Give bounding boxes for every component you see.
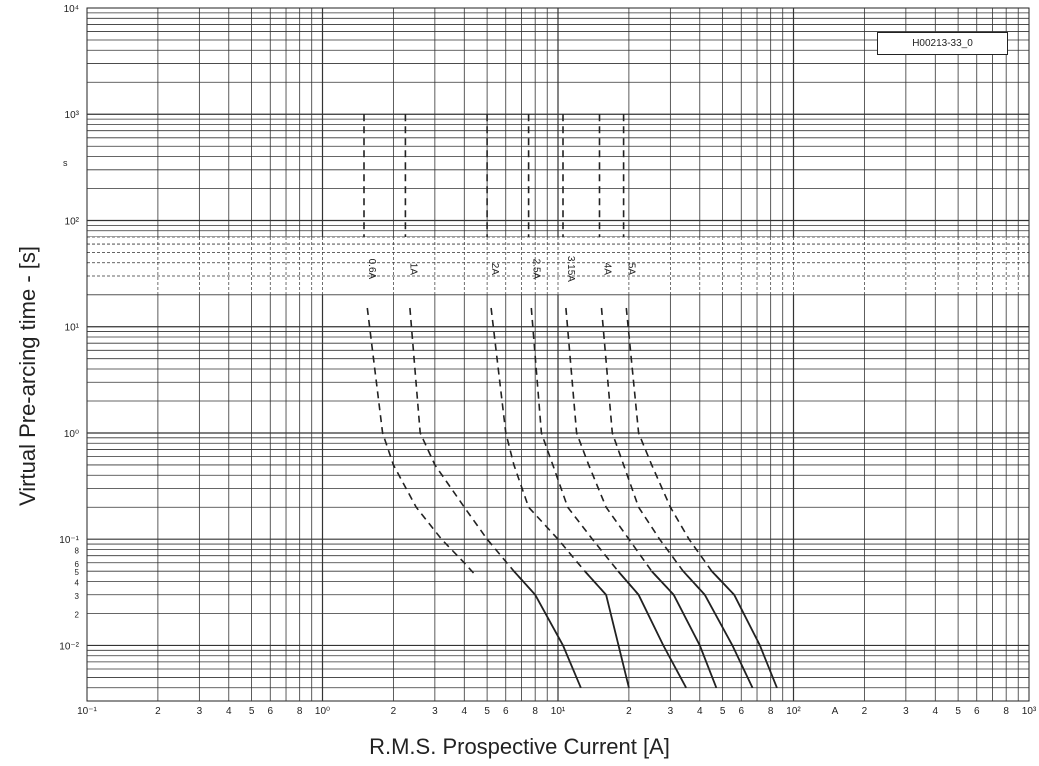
x-tick-label: 10² [786, 706, 801, 717]
x-tick-label: 10⁻¹ [77, 706, 97, 717]
x-tick-label: 6 [738, 706, 744, 717]
x-tick-label: 8 [768, 706, 774, 717]
y-tick-label: 10⁰ [64, 429, 79, 440]
x-tick-label: 2 [391, 706, 397, 717]
x-tick-label: 5 [484, 706, 490, 717]
series-line-0.6A-dashed [366, 307, 477, 577]
series-label: 3.15A [565, 256, 576, 282]
series-line-1A-solid [513, 570, 582, 689]
x-tick-label: 8 [1003, 706, 1009, 717]
x-tick-label: 3 [197, 706, 203, 717]
y-unit-label: s [63, 158, 68, 168]
series-label: 4A [601, 263, 612, 276]
x-tick-label: A [832, 706, 839, 717]
x-tick-label: 5 [249, 706, 255, 717]
series-line-3.15A-solid [651, 570, 718, 689]
y-tick-label: 10³ [65, 110, 80, 121]
x-tick-label: 4 [697, 706, 703, 717]
x-tick-label: 3 [668, 706, 674, 717]
y-tick-label: 10⁻² [59, 641, 79, 652]
y-axis-title: Virtual Pre-arcing time - [s] [15, 245, 40, 507]
series-label: 0.6A [366, 259, 377, 280]
x-tick-label: 6 [267, 706, 273, 717]
series-label: 2.5A [531, 259, 542, 280]
y-tick-label: 5 [75, 568, 80, 577]
series-line-2A-solid [584, 570, 630, 688]
x-tick-label: 6 [974, 706, 980, 717]
y-tick-label: 6 [75, 560, 80, 569]
y-tick-label: 3 [75, 592, 80, 601]
series-label: 5A [626, 263, 637, 276]
y-tick-label: 8 [75, 547, 80, 556]
x-axis-title: R.M.S. Prospective Current [A] [369, 734, 670, 759]
x-tick-label: 5 [955, 706, 961, 717]
label-band [88, 236, 1028, 295]
x-tick-label: 4 [226, 706, 232, 717]
y-tick-label: 2 [75, 610, 80, 619]
y-tick-label: 10⁻¹ [59, 535, 79, 546]
x-tick-label: 6 [503, 706, 509, 717]
x-tick-label: 8 [532, 706, 538, 717]
y-tick-label: 10¹ [65, 323, 80, 334]
x-tick-label: 10¹ [551, 706, 566, 717]
series-line-5A-solid [711, 570, 778, 689]
series-line-3.15A-dashed [565, 307, 675, 596]
x-tick-label: 8 [297, 706, 303, 717]
y-tick-label: 10² [65, 216, 80, 227]
reference-code-label: H00213-33_0 [877, 32, 1008, 55]
x-tick-label: 10³ [1022, 706, 1037, 717]
x-tick-label: 4 [462, 706, 468, 717]
x-tick-label: 2 [626, 706, 632, 717]
series-label: 2A [489, 263, 500, 276]
series-label: 1A [407, 263, 418, 276]
x-tick-label: 3 [903, 706, 909, 717]
x-tick-label: 2 [862, 706, 868, 717]
y-tick-label: 10⁴ [64, 4, 79, 15]
series-line-2.5A-dashed [530, 307, 640, 596]
series-line-4A-solid [682, 570, 754, 689]
x-tick-label: 4 [933, 706, 939, 717]
x-tick-label: 3 [432, 706, 438, 717]
x-tick-label: 5 [720, 706, 726, 717]
y-tick-label: 4 [75, 578, 80, 587]
x-tick-label: 2 [155, 706, 161, 717]
series-line-2.5A-solid [617, 570, 687, 689]
x-tick-label: 10⁰ [315, 706, 330, 717]
